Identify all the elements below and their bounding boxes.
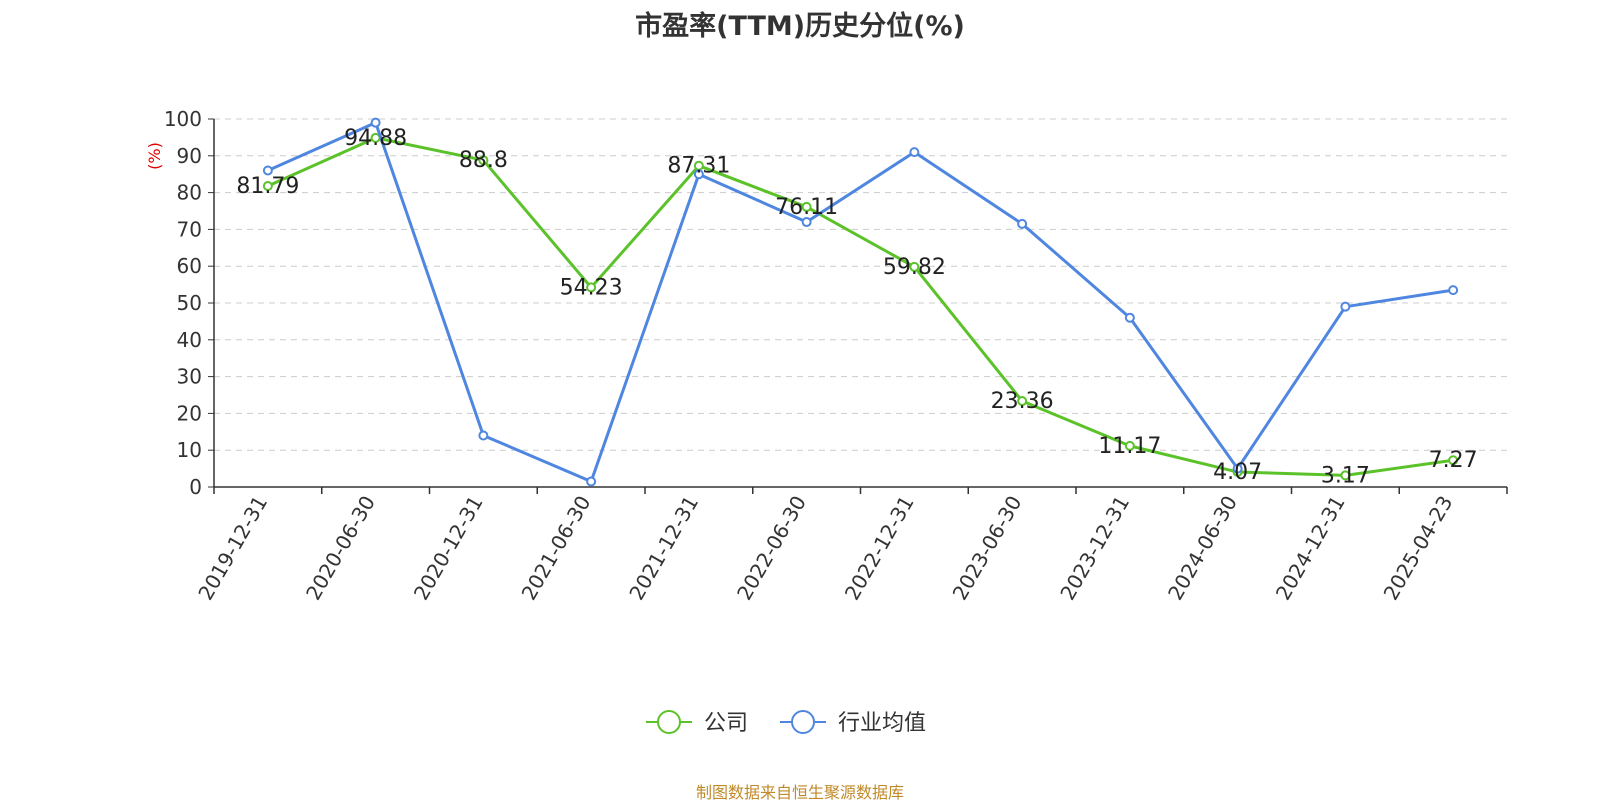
- y-tick-label: 50: [177, 291, 202, 315]
- data-label: 54.23: [560, 275, 623, 300]
- axes: 0 10 20 30 40 50 60 70 80 90 100 2019-12-31 2020-06-…: [164, 107, 1508, 605]
- data-label: 23.36: [991, 389, 1054, 414]
- y-tick-label: 20: [177, 401, 202, 425]
- data-labels: 81.79 94.88 88.8 54.23 87.31 76.11 59.82 23.36 1…: [236, 126, 1477, 488]
- data-point[interactable]: [801, 217, 812, 228]
- y-tick-label: 90: [177, 144, 202, 168]
- source-note: 制图数据来自恒生聚源数据库: [695, 783, 904, 802]
- series-lines: [262, 117, 1459, 487]
- data-label: 94.88: [344, 126, 407, 151]
- x-tick-label: 2020-06-30: [301, 492, 380, 605]
- data-point[interactable]: [1017, 396, 1028, 407]
- data-point[interactable]: [1124, 440, 1135, 451]
- x-tick-label: 2022-12-31: [840, 492, 919, 605]
- data-label: 4.07: [1213, 460, 1262, 485]
- y-tick-label: 0: [189, 475, 202, 499]
- data-point[interactable]: [478, 155, 489, 166]
- data-point[interactable]: [1124, 312, 1135, 323]
- x-tick-label: 2024-06-30: [1163, 492, 1242, 605]
- x-tick-label: 2023-06-30: [948, 492, 1027, 605]
- y-tick-label: 60: [177, 254, 202, 278]
- data-point[interactable]: [1448, 455, 1459, 466]
- data-label: 87.31: [667, 154, 730, 179]
- data-point[interactable]: [909, 261, 920, 272]
- data-point[interactable]: [478, 430, 489, 441]
- data-label: 11.17: [1098, 434, 1161, 459]
- data-label: 88.8: [459, 148, 508, 173]
- y-tick-label: 80: [177, 181, 202, 205]
- x-tick-label: 2023-12-31: [1055, 492, 1134, 605]
- y-tick-label: 70: [177, 217, 202, 241]
- y-tick-label: 10: [177, 438, 202, 462]
- data-point[interactable]: [586, 282, 597, 293]
- chart-title: 市盈率(TTM)历史分位(%): [635, 11, 965, 42]
- x-tick-label: 2021-12-31: [624, 492, 703, 605]
- legend-marker: [657, 710, 681, 734]
- data-point[interactable]: [1448, 285, 1459, 296]
- y-tick-label: 40: [177, 328, 202, 352]
- series-line-1: [267, 121, 1454, 483]
- x-tick-label: 2021-06-30: [517, 492, 596, 605]
- x-tick-label: 2019-12-31: [193, 492, 272, 605]
- legend-item-1[interactable]: 行业均值: [780, 710, 926, 736]
- data-point[interactable]: [1340, 470, 1351, 481]
- y-tick-label: 100: [164, 107, 202, 131]
- legend-item-0[interactable]: 公司: [646, 710, 748, 736]
- legend[interactable]: 公司 行业均值: [646, 710, 926, 736]
- y-axis-label: (%): [145, 142, 164, 170]
- x-tick-label: 2022-06-30: [732, 492, 811, 605]
- data-point[interactable]: [586, 476, 597, 487]
- legend-label: 行业均值: [838, 711, 926, 736]
- data-point[interactable]: [262, 165, 273, 176]
- data-label: 7.27: [1429, 448, 1478, 473]
- x-tick-label: 2025-04-23: [1379, 492, 1458, 605]
- x-tick-label: 2020-12-31: [409, 492, 488, 605]
- legend-label: 公司: [704, 711, 748, 736]
- data-point[interactable]: [801, 201, 812, 212]
- data-label: 59.82: [883, 255, 946, 280]
- grid-lines: [214, 118, 1507, 451]
- data-point[interactable]: [370, 117, 381, 128]
- data-point[interactable]: [693, 169, 704, 180]
- x-tick-label: 2024-12-31: [1271, 492, 1350, 605]
- data-point[interactable]: [262, 181, 273, 192]
- series-line-0: [267, 136, 1454, 477]
- legend-marker: [791, 710, 815, 734]
- data-point[interactable]: [1340, 301, 1351, 312]
- data-label: 76.11: [775, 195, 838, 220]
- data-point[interactable]: [909, 147, 920, 158]
- data-point[interactable]: [1232, 463, 1243, 474]
- data-point[interactable]: [1017, 218, 1028, 229]
- data-label: 3.17: [1321, 463, 1370, 488]
- y-tick-label: 30: [177, 365, 202, 389]
- data-label: 81.79: [236, 174, 299, 199]
